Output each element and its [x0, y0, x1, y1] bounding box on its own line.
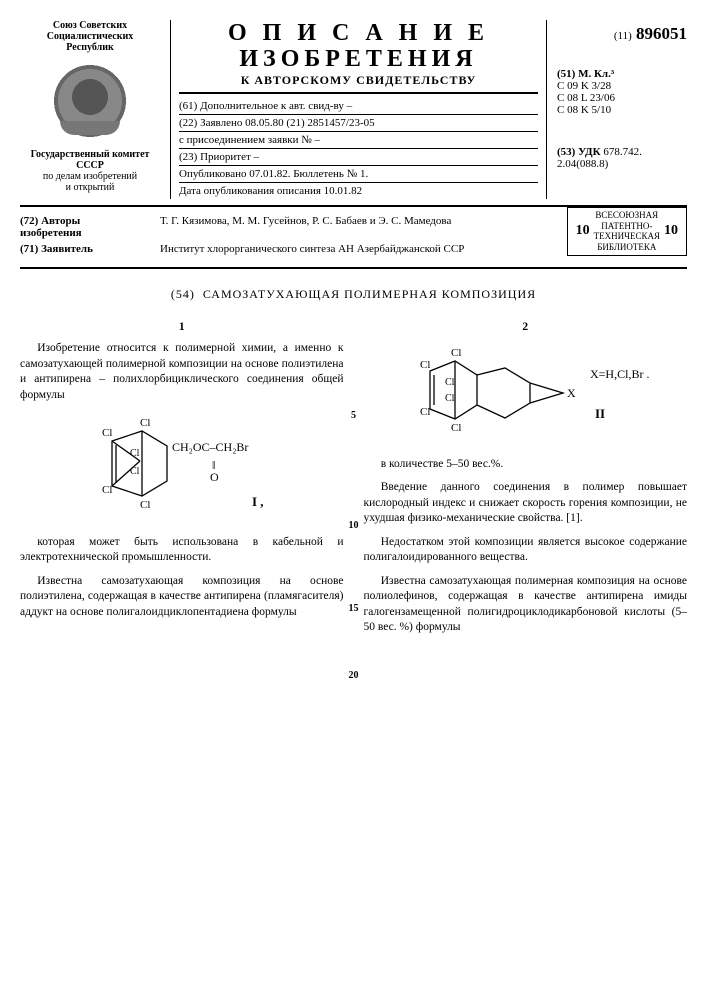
issuer-line: Республик	[20, 42, 160, 53]
stamp-line: ТЕХНИЧЕСКАЯ	[594, 231, 660, 242]
column-number: 1	[20, 320, 344, 336]
stamp-line: ВСЕСОЮЗНАЯ	[594, 210, 660, 221]
title-text: САМОЗАТУХАЮЩАЯ ПОЛИМЕРНАЯ КОМПОЗИЦИЯ	[203, 287, 536, 301]
line-number: 10	[349, 520, 359, 531]
state-emblem	[50, 61, 130, 141]
doc-title: О П И С А Н И Е ИЗОБРЕТЕНИЯ	[179, 20, 538, 73]
svg-text:Cl: Cl	[420, 406, 430, 418]
svg-text:Cl: Cl	[420, 359, 430, 371]
patent-number-value: 896051	[636, 24, 687, 43]
svg-text:Cl: Cl	[451, 347, 461, 359]
committee-line: и открытий	[20, 182, 160, 193]
field-attach: с присоединением заявки № –	[179, 132, 538, 149]
svg-text:Cl: Cl	[140, 417, 150, 429]
library-stamp: 10 ВСЕСОЮЗНАЯ ПАТЕНТНО- ТЕХНИЧЕСКАЯ БИБЛ…	[567, 207, 687, 256]
issuer-line: Союз Советских	[20, 20, 160, 31]
field-53-label: (53) УДК	[557, 146, 601, 158]
body-paragraph: Изобретение относится к полимерной химии…	[20, 341, 344, 403]
doc-subtitle: К АВТОРСКОМУ СВИДЕТЕЛЬСТВУ	[179, 73, 538, 94]
svg-text:X=H,Cl,Br .: X=H,Cl,Br .	[590, 367, 649, 381]
field-51-line: C 08 K 5/10	[557, 104, 687, 116]
body-paragraph: которая может быть использована в кабель…	[20, 535, 344, 566]
svg-text:Cl: Cl	[102, 484, 112, 496]
stamp-number-left: 10	[576, 223, 590, 240]
patent-number-label: (11)	[614, 30, 632, 42]
line-number: 15	[349, 603, 359, 614]
stamp-line: ПАТЕНТНО-	[594, 221, 660, 232]
field-51-line: C 09 K 3/28	[557, 80, 687, 92]
field-22: (22) Заявлено 08.05.80 (21) 2851457/23-0…	[179, 115, 538, 132]
stamp-number-right: 10	[664, 223, 678, 240]
patent-number: (11) 896051	[557, 24, 687, 44]
stamp-line: БИБЛИОТЕКА	[594, 242, 660, 253]
invention-title: (54) САМОЗАТУХАЮЩАЯ ПОЛИМЕРНАЯ КОМПОЗИЦИ…	[20, 287, 687, 302]
doc-title-line: О П И С А Н И Е	[179, 20, 538, 46]
field-23: (23) Приоритет –	[179, 149, 538, 166]
field-51-label: (51) М. Кл.³	[557, 68, 687, 80]
committee-line: СССР	[20, 160, 160, 171]
svg-text:Cl: Cl	[130, 448, 140, 459]
body-paragraph: Недостатком этой композиции является выс…	[364, 535, 688, 566]
line-number: 5	[351, 410, 356, 421]
svg-text:Cl: Cl	[445, 393, 455, 404]
chemical-formula-2: Cl Cl Cl Cl Cl Cl X X=H,Cl,Br . II	[364, 343, 688, 449]
svg-text:Cl: Cl	[445, 377, 455, 388]
svg-text:II: II	[595, 406, 605, 421]
issuer-line: Социалистических	[20, 31, 160, 42]
svg-text:I ,: I ,	[252, 494, 264, 509]
field-51-line: C 08 L 23/06	[557, 92, 687, 104]
column-number: 2	[364, 320, 688, 336]
cl-label: Cl	[102, 427, 112, 439]
doc-title-line: ИЗОБРЕТЕНИЯ	[179, 46, 538, 72]
chemical-formula-1: Cl Cl Cl Cl Cl Cl CH₂OС–CH₂Br ‖ O I ,	[20, 411, 344, 527]
committee-line: по делам изобретений	[20, 171, 160, 182]
body-paragraph: Известна самозатухающая композиция на ос…	[20, 574, 344, 621]
applicant-label: (71) Заявитель	[20, 243, 140, 255]
svg-text:Cl: Cl	[451, 422, 461, 434]
line-number: 20	[349, 670, 359, 681]
body-paragraph: в количестве 5–50 вес.%.	[364, 457, 688, 473]
svg-text:Cl: Cl	[130, 466, 140, 477]
field-pub-date: Дата опубликования описания 10.01.82	[179, 183, 538, 199]
field-61: (61) Дополнительное к авт. свид-ву –	[179, 98, 538, 115]
svg-text:CH₂OС–CH₂Br: CH₂OС–CH₂Br	[172, 440, 248, 454]
title-field-num: (54)	[171, 287, 195, 301]
svg-text:Cl: Cl	[140, 499, 150, 511]
svg-text:X: X	[567, 386, 576, 400]
body-paragraph: Известна самозатухающая полимерная компо…	[364, 574, 688, 636]
authors-label: (72) Авторы изобретения	[20, 215, 140, 239]
committee-line: Государственный комитет	[20, 149, 160, 160]
field-published: Опубликовано 07.01.82. Бюллетень № 1.	[179, 166, 538, 183]
svg-text:O: O	[210, 470, 219, 484]
body-paragraph: Введение данного соединения в полимер по…	[364, 480, 688, 527]
